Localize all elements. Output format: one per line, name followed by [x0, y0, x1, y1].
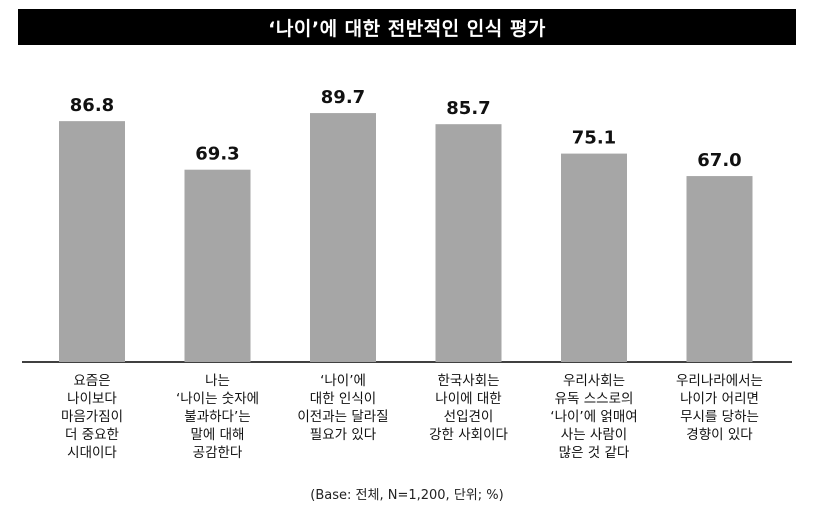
- footnote: (Base: 전체, N=1,200, 단위; %): [310, 488, 504, 503]
- value-label-4: 85.7: [446, 98, 490, 119]
- category-label-3: ‘나이’에 대한 인식이 이전과는 달라질 필요가 있다: [297, 373, 388, 443]
- category-label-6: 우리나라에서는 나이가 어리면 무시를 당하는 경향이 있다: [676, 373, 763, 443]
- bar-6: [686, 176, 753, 362]
- bar-2: [184, 169, 251, 362]
- bar-3: [310, 113, 376, 363]
- value-label-5: 75.1: [572, 128, 616, 149]
- bar-1: [59, 121, 125, 362]
- value-label-2: 69.3: [195, 144, 239, 165]
- chart-title: ‘나이’에 대한 전반적인 인식 평가: [18, 9, 796, 45]
- category-label-5: 우리사회는 유독 스스로의 ‘나이’에 얽매여 사는 사람이 많은 것 같다: [550, 373, 637, 461]
- category-label-2: 나는 ‘나이는 숫자에 불과하다’는 말에 대해 공감한다: [176, 373, 259, 461]
- value-label-6: 67.0: [697, 150, 741, 171]
- bar-5: [561, 153, 627, 362]
- category-label-1: 요즘은 나이보다 마음가짐이 더 중요한 시대이다: [61, 373, 123, 461]
- value-label-1: 86.8: [70, 95, 114, 116]
- category-label-4: 한국사회는 나이에 대한 선입견이 강한 사회이다: [429, 373, 508, 443]
- value-label-3: 89.7: [321, 87, 365, 108]
- bar-4: [435, 124, 502, 363]
